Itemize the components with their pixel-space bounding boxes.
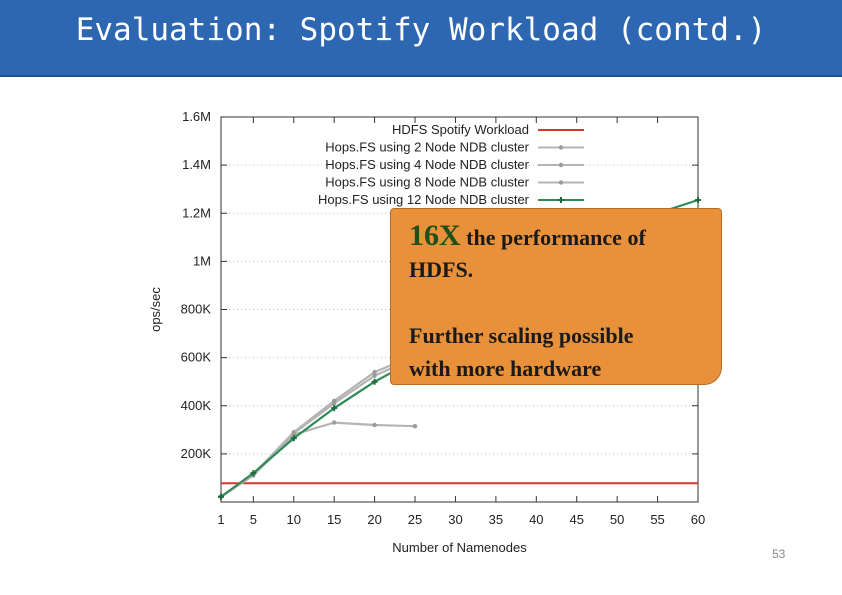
slide-title: Evaluation: Spotify Workload (contd.) bbox=[75, 12, 767, 48]
callout-line-4: with more hardware bbox=[409, 356, 602, 381]
series-point-1-5 bbox=[412, 424, 418, 429]
callout-box: 16X the performance of HDFS. Further sca… bbox=[390, 208, 722, 385]
y-tick-label-7: 1.6M bbox=[182, 109, 211, 124]
x-tick-label-6: 30 bbox=[448, 512, 462, 527]
series-point-2-4 bbox=[372, 369, 377, 375]
x-tick-label-10: 50 bbox=[610, 512, 624, 527]
legend-label-1: Hops.FS using 2 Node NDB cluster bbox=[325, 140, 529, 155]
legend-label-4: Hops.FS using 12 Node NDB cluster bbox=[318, 192, 530, 207]
legend-marker-1 bbox=[558, 145, 564, 150]
series-point-4-0 bbox=[218, 493, 224, 500]
series-point-3-4 bbox=[372, 373, 377, 378]
legend-label-0: HDFS Spotify Workload bbox=[392, 122, 529, 137]
series-point-3-2 bbox=[291, 431, 296, 436]
callout-line-3: Further scaling possible bbox=[409, 323, 634, 348]
callout-line-2: HDFS. bbox=[409, 257, 474, 282]
x-tick-label-8: 40 bbox=[529, 512, 543, 527]
series-line-1 bbox=[220, 421, 416, 498]
title-bar: Evaluation: Spotify Workload (contd.) bbox=[0, 0, 842, 77]
callout-emphasis: 16X bbox=[409, 219, 461, 252]
series-point-1-4 bbox=[372, 422, 377, 428]
y-tick-label-3: 800K bbox=[181, 302, 212, 317]
x-tick-label-9: 45 bbox=[569, 512, 583, 527]
callout-line-1-rest: the performance of bbox=[466, 225, 646, 250]
x-tick-label-5: 25 bbox=[408, 512, 422, 527]
x-tick-label-11: 55 bbox=[650, 512, 664, 527]
x-tick-label-12: 60 bbox=[691, 512, 705, 527]
series-point-4-3 bbox=[331, 405, 338, 412]
series-point-4-7 bbox=[695, 197, 701, 204]
x-tick-label-7: 35 bbox=[489, 512, 503, 527]
y-tick-label-0: 200K bbox=[181, 446, 212, 461]
x-tick-label-2: 10 bbox=[287, 512, 301, 527]
series-point-4-4 bbox=[371, 378, 378, 385]
series-point-4-1 bbox=[250, 470, 257, 477]
y-tick-label-2: 600K bbox=[181, 350, 212, 365]
x-tick-label-0: 1 bbox=[217, 512, 224, 527]
x-axis-label: Number of Namenodes bbox=[392, 540, 527, 555]
x-tick-label-3: 15 bbox=[327, 512, 341, 527]
legend-marker-3 bbox=[558, 180, 564, 185]
x-tick-label-4: 20 bbox=[367, 512, 381, 527]
x-tick-label-1: 5 bbox=[250, 512, 257, 527]
y-tick-label-1: 400K bbox=[181, 398, 212, 413]
legend-marker-2 bbox=[558, 162, 564, 168]
page-number: 53 bbox=[772, 547, 786, 561]
y-tick-label-4: 1M bbox=[193, 253, 211, 268]
callout-line-1: 16X the performance of bbox=[409, 219, 646, 253]
legend-label-2: Hops.FS using 4 Node NDB cluster bbox=[325, 157, 529, 172]
series-line-3 bbox=[220, 356, 416, 498]
series-line-4 bbox=[220, 359, 416, 498]
y-tick-label-6: 1.4M bbox=[182, 157, 211, 172]
series-point-1-3 bbox=[331, 420, 337, 425]
y-tick-label-5: 1.2M bbox=[182, 205, 211, 220]
y-axis-label: ops/sec bbox=[148, 287, 163, 332]
legend-marker-4 bbox=[558, 197, 564, 203]
series-point-3-3 bbox=[331, 401, 337, 406]
legend-label-3: Hops.FS using 8 Node NDB cluster bbox=[325, 175, 529, 190]
series-point-4-2 bbox=[290, 435, 297, 442]
